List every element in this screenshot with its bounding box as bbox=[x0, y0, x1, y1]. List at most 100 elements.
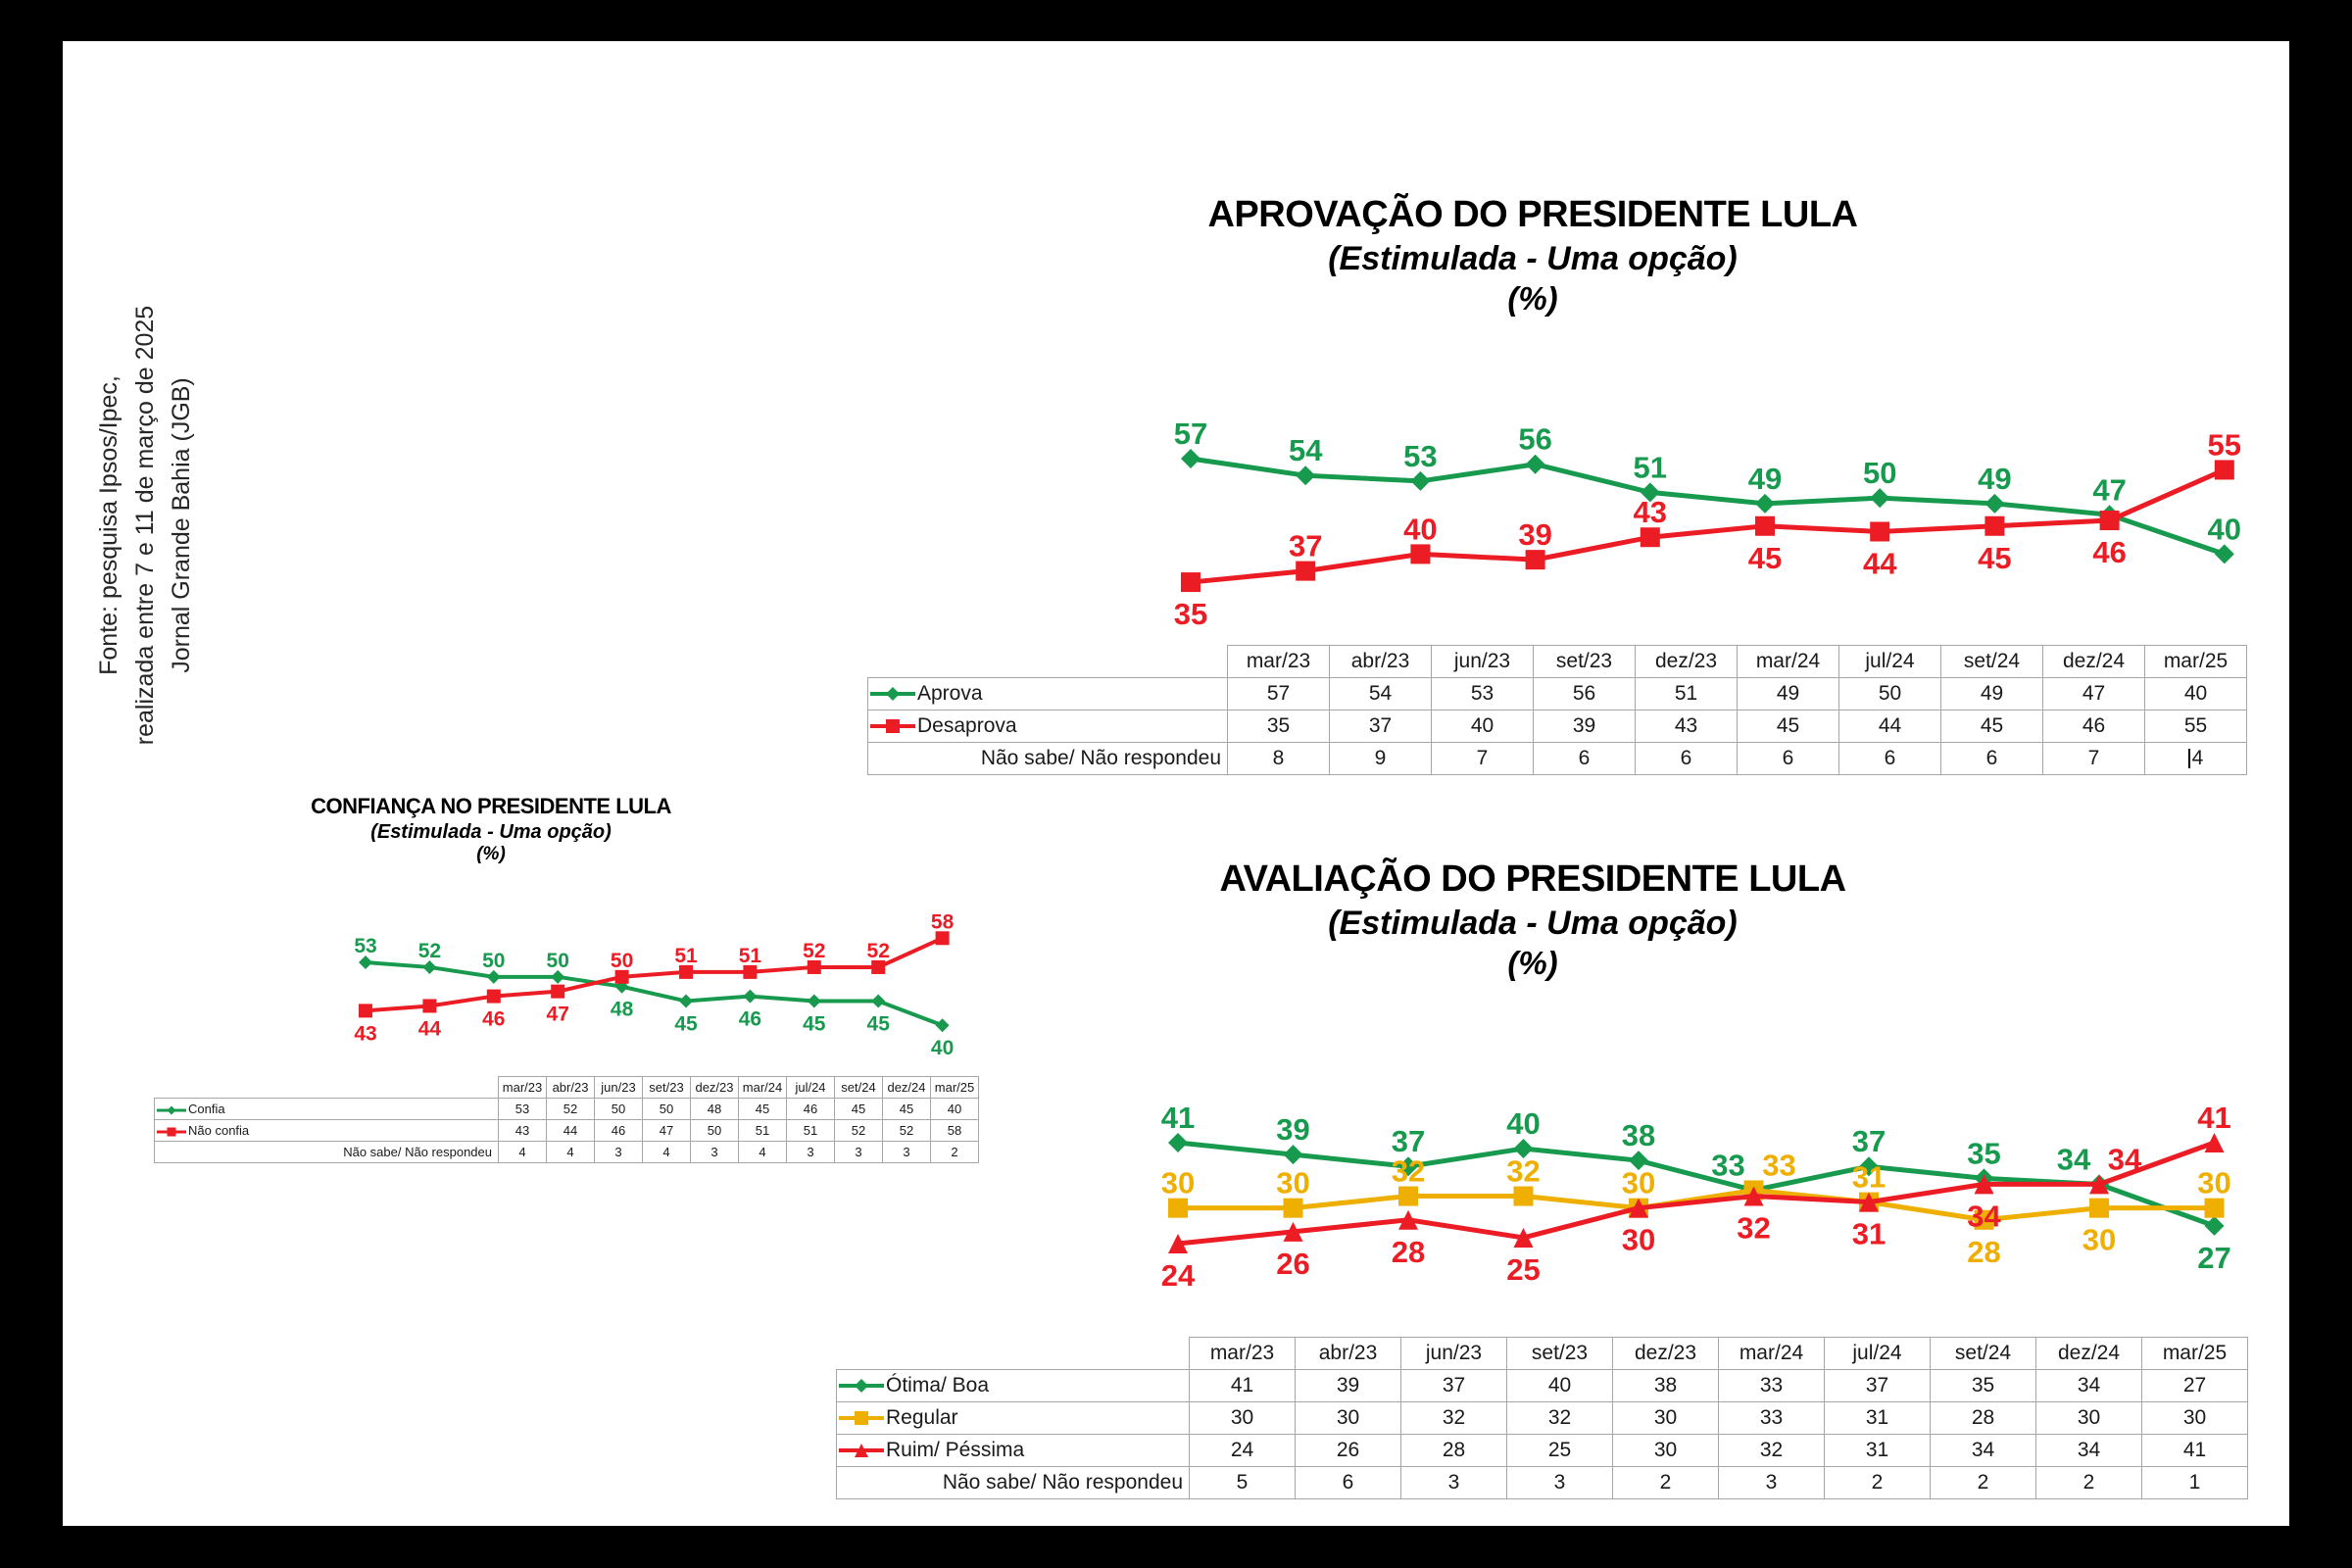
value-cell: 46 bbox=[594, 1119, 643, 1142]
data-label: 52 bbox=[418, 940, 441, 962]
data-label: 25 bbox=[1506, 1252, 1540, 1287]
data-label: 51 bbox=[674, 945, 698, 967]
avaliacao-data-table: mar/23 abr/23 jun/23 set/23 dez/23 mar/24 jul/… bbox=[836, 1337, 2248, 1499]
value-cell: 45 bbox=[738, 1098, 787, 1120]
row-label: Confia bbox=[154, 1098, 499, 1120]
diamond-marker bbox=[1283, 1145, 1303, 1165]
legend-key-square-icon bbox=[870, 719, 915, 734]
data-label: 47 bbox=[2092, 472, 2126, 507]
triangle-marker bbox=[1513, 1227, 1534, 1248]
data-label: 32 bbox=[1392, 1154, 1425, 1189]
col-header: jun/23 bbox=[594, 1076, 643, 1099]
value-cell: 8 bbox=[1227, 742, 1330, 775]
col-header: set/24 bbox=[834, 1076, 883, 1099]
value-cell: 46 bbox=[2042, 710, 2145, 743]
col-header: abr/23 bbox=[1329, 645, 1432, 678]
row-label: Ruim/ Péssima bbox=[836, 1434, 1190, 1467]
value-cell: 52 bbox=[834, 1119, 883, 1142]
square-marker bbox=[679, 964, 693, 979]
source-note-line: Fonte: pesquisa Ipsos/Ipec, bbox=[95, 375, 122, 675]
data-label: 35 bbox=[1967, 1136, 2000, 1170]
triangle-marker bbox=[2089, 1174, 2109, 1195]
legend-marker bbox=[855, 1379, 868, 1394]
series-name: Regular bbox=[886, 1406, 958, 1429]
data-label: 28 bbox=[1967, 1235, 2000, 1269]
legend-marker bbox=[167, 1105, 176, 1115]
value-cell: 32 bbox=[1506, 1401, 1613, 1435]
value-cell: 50 bbox=[642, 1098, 691, 1120]
value-cell: 31 bbox=[1824, 1434, 1931, 1467]
diamond-marker bbox=[1755, 493, 1775, 514]
data-label: 50 bbox=[482, 950, 505, 972]
value-cell: 43 bbox=[498, 1119, 547, 1142]
value-cell: 2 bbox=[1824, 1466, 1931, 1499]
value-cell: 6 bbox=[1635, 742, 1738, 775]
col-header: mar/25 bbox=[2144, 645, 2247, 678]
value-cell: 6 bbox=[1533, 742, 1636, 775]
value-cell: 6 bbox=[1838, 742, 1941, 775]
value-cell: 53 bbox=[498, 1098, 547, 1120]
col-header: mar/23 bbox=[1189, 1337, 1296, 1370]
value-cell: 50 bbox=[594, 1098, 643, 1120]
chart-subtitle: (Estimulada - Uma opção) bbox=[1328, 905, 1738, 942]
value-cell: 51 bbox=[1635, 677, 1738, 710]
table-row: Não sabe/ Não respondeu 5 6 3 3 2 3 2 2 2 1 bbox=[836, 1466, 2248, 1499]
data-label: 43 bbox=[354, 1022, 376, 1045]
data-label: 37 bbox=[1852, 1124, 1886, 1158]
square-marker bbox=[2089, 1198, 2109, 1218]
value-cell: 3 bbox=[882, 1141, 931, 1163]
infographic-page: Fonte: pesquisa Ipsos/Ipec, realizada en… bbox=[63, 41, 2289, 1526]
value-cell: 45 bbox=[834, 1098, 883, 1120]
source-note-line: realizada entre 7 e 11 de março de 2025 bbox=[131, 305, 159, 746]
data-label: 37 bbox=[1392, 1124, 1425, 1158]
row-label: Não confia bbox=[154, 1119, 499, 1142]
square-marker bbox=[2214, 460, 2234, 480]
avaliacao-table: mar/23 abr/23 jun/23 set/23 dez/23 mar/24 jul/… bbox=[836, 1337, 2248, 1499]
col-header: mar/23 bbox=[1227, 645, 1330, 678]
table-row: Regular 30 30 32 32 30 33 31 28 30 30 bbox=[836, 1401, 2248, 1435]
value-cell: 55 bbox=[2144, 710, 2247, 743]
value-cell: 46 bbox=[786, 1098, 835, 1120]
diamond-marker bbox=[1859, 1156, 1879, 1177]
square-marker bbox=[807, 959, 821, 974]
value-cell: 2 bbox=[2035, 1466, 2142, 1499]
value-cell: 32 bbox=[1718, 1434, 1825, 1467]
data-label: 45 bbox=[803, 1013, 826, 1036]
col-header: set/23 bbox=[1533, 645, 1636, 678]
square-marker bbox=[614, 969, 629, 984]
row-label: Não sabe/ Não respondeu bbox=[154, 1141, 499, 1163]
chart-title: APROVAÇÃO DO PRESIDENTE LULA bbox=[1207, 194, 1858, 235]
col-header: set/23 bbox=[642, 1076, 691, 1099]
confianca-data-table: mar/23 abr/23 jun/23 set/23 dez/23 mar/24 jul/… bbox=[154, 1076, 979, 1163]
value-cell: 31 bbox=[1824, 1401, 1931, 1435]
square-marker bbox=[743, 964, 758, 979]
row-label: Não sabe/ Não respondeu bbox=[867, 742, 1228, 775]
value-cell: 57 bbox=[1227, 677, 1330, 710]
value-cell: 3 bbox=[834, 1141, 883, 1163]
confianca-table: mar/23 abr/23 jun/23 set/23 dez/23 mar/24 jul/… bbox=[154, 1076, 979, 1163]
data-label: 52 bbox=[867, 940, 890, 962]
data-label: 30 bbox=[1622, 1166, 1655, 1200]
ghost-cell bbox=[837, 1338, 1190, 1370]
legend-marker bbox=[855, 1411, 868, 1426]
series-line-0 bbox=[1177, 1140, 2216, 1229]
triangle-marker bbox=[1629, 1198, 1648, 1218]
diamond-marker bbox=[935, 1018, 950, 1033]
series-name: Ótima/ Boa bbox=[886, 1374, 990, 1396]
square-marker bbox=[1513, 1186, 1534, 1206]
value-cell: 30 bbox=[1295, 1401, 1401, 1435]
value-cell: 37 bbox=[1329, 710, 1432, 743]
value-cell: 3 bbox=[1506, 1466, 1613, 1499]
data-label: 31 bbox=[1852, 1160, 1886, 1195]
data-label: 41 bbox=[2197, 1101, 2230, 1135]
col-header: set/24 bbox=[1930, 1337, 2036, 1370]
value-cell: 4 bbox=[738, 1141, 787, 1163]
data-label: 39 bbox=[1276, 1112, 1309, 1147]
series-name: Desaprova bbox=[917, 714, 1017, 737]
table-header-row: mar/23 abr/23 jun/23 set/23 dez/23 mar/24 jul/… bbox=[155, 1076, 979, 1099]
value-cell: 34 bbox=[1930, 1434, 2036, 1467]
data-label: 31 bbox=[1852, 1217, 1886, 1251]
square-marker bbox=[1168, 1198, 1188, 1218]
data-label: 40 bbox=[1506, 1106, 1540, 1141]
value-cell: 39 bbox=[1295, 1369, 1401, 1402]
